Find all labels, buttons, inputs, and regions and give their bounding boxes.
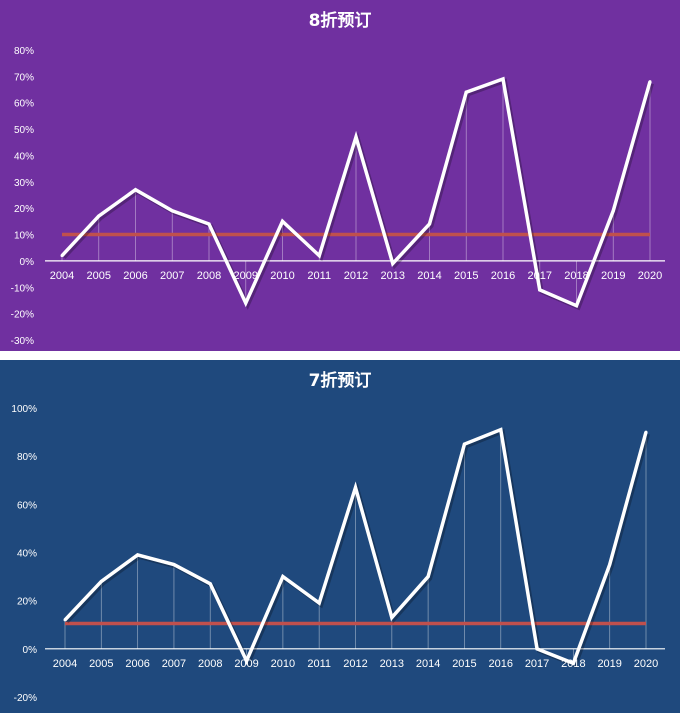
x-tick-label: 2008: [197, 270, 221, 282]
x-tick-label: 2007: [162, 658, 186, 670]
chart-panel-7-discount: 7折预订 -20% 0% 20% 40% 60% 80% 100% 2004 2005 2006 20…: [0, 360, 680, 713]
y-tick-label: 20%: [17, 597, 37, 608]
data-point: [281, 219, 284, 223]
data-point: [99, 579, 103, 583]
data-point: [644, 430, 648, 434]
data-point: [134, 188, 137, 192]
data-point: [208, 582, 212, 586]
x-tick-label: 2017: [528, 270, 552, 282]
x-tick-label: 2019: [601, 270, 625, 282]
x-tick-label: 2009: [234, 658, 258, 670]
y-tick-label: 20%: [14, 204, 34, 215]
x-tick-label: 2008: [198, 658, 222, 670]
data-point: [391, 262, 395, 266]
x-tick-label: 2009: [234, 270, 258, 282]
x-tick-label: 2018: [564, 270, 588, 282]
data-point: [462, 442, 466, 446]
data-point: [317, 254, 321, 258]
x-tick-label: 2020: [634, 658, 658, 670]
y-tick-label: 40%: [14, 151, 34, 162]
data-point: [648, 80, 652, 84]
data-point: [207, 222, 211, 226]
x-tick-label: 2018: [561, 658, 585, 670]
y-tick-label: 60%: [17, 500, 37, 511]
data-point: [426, 575, 430, 579]
x-tick-label: 2016: [491, 270, 515, 282]
data-point: [60, 254, 64, 258]
chart-background: [0, 0, 680, 351]
data-point: [172, 563, 176, 567]
x-tick-label: 2020: [638, 270, 662, 282]
data-point: [428, 222, 431, 226]
chart-title: 8折预订: [309, 10, 372, 31]
chart-8-discount: 8折预订 -30% -20% -10% 0% 10% 20% 30% 40% 50% 60% 70% 8…: [0, 0, 680, 351]
x-tick-label: 2017: [525, 658, 549, 670]
data-point: [136, 553, 140, 557]
data-point: [170, 209, 174, 213]
chart-7-discount: 7折预订 -20% 0% 20% 40% 60% 80% 100% 2004 2005 2006 20…: [0, 360, 680, 713]
y-tick-label: 10%: [14, 231, 34, 242]
data-point: [245, 659, 249, 663]
data-point: [608, 563, 612, 567]
x-tick-label: 2007: [160, 270, 184, 282]
y-tick-label: 80%: [17, 452, 37, 463]
data-point: [317, 601, 321, 605]
y-tick-label: -30%: [11, 336, 34, 347]
data-point: [575, 304, 578, 308]
x-tick-label: 2010: [270, 270, 294, 282]
x-tick-label: 2012: [344, 270, 368, 282]
y-tick-label: 30%: [14, 178, 34, 189]
data-point: [354, 135, 358, 139]
data-point: [390, 616, 394, 620]
y-tick-label: 0%: [20, 257, 35, 268]
x-tick-label: 2006: [125, 658, 149, 670]
data-point: [63, 618, 67, 622]
data-point: [244, 301, 248, 305]
y-tick-label: -10%: [11, 283, 34, 294]
data-point: [97, 214, 101, 218]
y-tick-label: -20%: [11, 310, 34, 321]
y-tick-label: 80%: [14, 46, 34, 57]
x-tick-label: 2014: [417, 270, 441, 282]
x-tick-label: 2014: [416, 658, 440, 670]
data-point: [611, 209, 615, 213]
x-tick-label: 2005: [89, 658, 113, 670]
data-point: [464, 90, 468, 94]
y-tick-label: -20%: [14, 693, 37, 704]
y-tick-label: 100%: [11, 404, 37, 415]
x-tick-label: 2004: [50, 270, 74, 282]
x-tick-label: 2013: [381, 270, 405, 282]
x-tick-label: 2006: [123, 270, 147, 282]
chart-title: 7折预订: [309, 370, 372, 391]
x-tick-label: 2015: [452, 658, 476, 670]
data-point: [281, 575, 285, 579]
data-point: [501, 77, 505, 81]
x-tick-label: 2013: [380, 658, 404, 670]
x-tick-label: 2004: [53, 658, 77, 670]
chart-panel-8-discount: 8折预订 -30% -20% -10% 0% 10% 20% 30% 40% 50% 60% 70% 8…: [0, 0, 680, 351]
x-tick-label: 2012: [343, 658, 367, 670]
y-tick-label: 40%: [17, 549, 37, 560]
x-tick-label: 2011: [307, 658, 331, 670]
y-tick-label: 50%: [14, 125, 34, 136]
x-tick-label: 2015: [454, 270, 478, 282]
data-point: [538, 288, 542, 292]
x-tick-label: 2016: [489, 658, 513, 670]
x-tick-label: 2011: [307, 270, 331, 282]
data-point: [571, 661, 575, 665]
x-tick-label: 2005: [87, 270, 111, 282]
data-point: [354, 485, 357, 489]
y-tick-label: 60%: [14, 99, 34, 110]
data-point: [535, 647, 539, 651]
data-point: [499, 428, 503, 432]
x-tick-label: 2019: [597, 658, 621, 670]
y-tick-label: 0%: [23, 645, 38, 656]
y-tick-label: 70%: [14, 72, 34, 83]
x-tick-label: 2010: [271, 658, 295, 670]
